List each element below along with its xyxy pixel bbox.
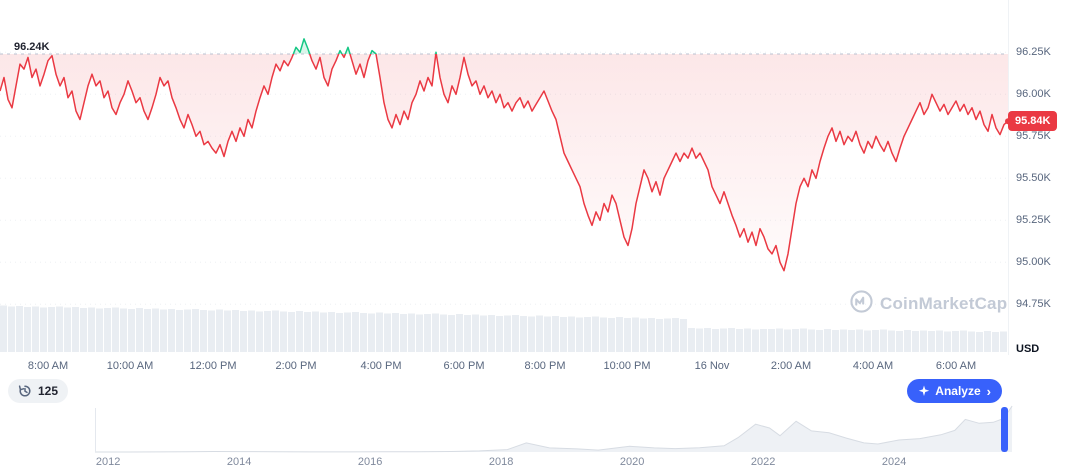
year-label: 2012 (95, 456, 121, 468)
currency-label[interactable]: USD (1016, 343, 1040, 355)
x-axis-label: 10:00 AM (106, 360, 154, 372)
y-axis-label: 96.25K (1016, 46, 1051, 59)
open-price-label: 96.24K (14, 41, 50, 53)
x-axis-label: 12:00 PM (189, 360, 237, 372)
year-label: 2018 (488, 456, 514, 468)
y-axis-label: 95.00K (1016, 256, 1051, 269)
y-axis-label: 95.50K (1016, 172, 1051, 185)
current-price-badge: 95.84K (1008, 111, 1058, 132)
coinmarketcap-logo-icon (850, 290, 873, 318)
year-label: 2016 (357, 456, 383, 468)
analyze-label: Analyze (935, 384, 981, 398)
year-label: 2014 (226, 456, 252, 468)
y-axis-label: 94.75K (1016, 298, 1051, 311)
sparkle-icon (918, 385, 930, 397)
navigator-handle[interactable] (1001, 407, 1008, 452)
x-axis-label: 6:00 AM (935, 360, 977, 372)
year-label: 2024 (881, 456, 907, 468)
x-axis-label: 8:00 AM (27, 360, 69, 372)
y-axis-separator (1008, 0, 1009, 355)
x-axis-label: 4:00 AM (852, 360, 894, 372)
x-axis-label: 16 Nov (694, 360, 730, 372)
chevron-right-icon: › (986, 383, 991, 399)
timeline-navigator[interactable] (0, 404, 1072, 454)
x-axis-label: 8:00 PM (524, 360, 566, 372)
y-axis-label: 95.75K (1016, 130, 1051, 143)
year-label: 2022 (750, 456, 776, 468)
x-axis-label: 4:00 PM (360, 360, 402, 372)
history-icon (18, 384, 32, 398)
analyze-button[interactable]: Analyze › (907, 379, 1002, 403)
watermark-text: CoinMarketCap (880, 294, 1008, 313)
y-axis-label: 95.25K (1016, 214, 1051, 227)
y-axis-label: 96.00K (1016, 88, 1051, 101)
price-chart[interactable] (0, 0, 1008, 356)
x-axis-label: 6:00 PM (443, 360, 485, 372)
x-axis-label: 2:00 AM (770, 360, 812, 372)
coinmarketcap-watermark: CoinMarketCap (850, 290, 1007, 318)
history-count: 125 (38, 384, 59, 398)
year-label: 2020 (619, 456, 645, 468)
x-axis-label: 2:00 PM (275, 360, 317, 372)
history-count-button[interactable]: 125 (8, 379, 69, 403)
x-axis-label: 10:00 PM (603, 360, 651, 372)
